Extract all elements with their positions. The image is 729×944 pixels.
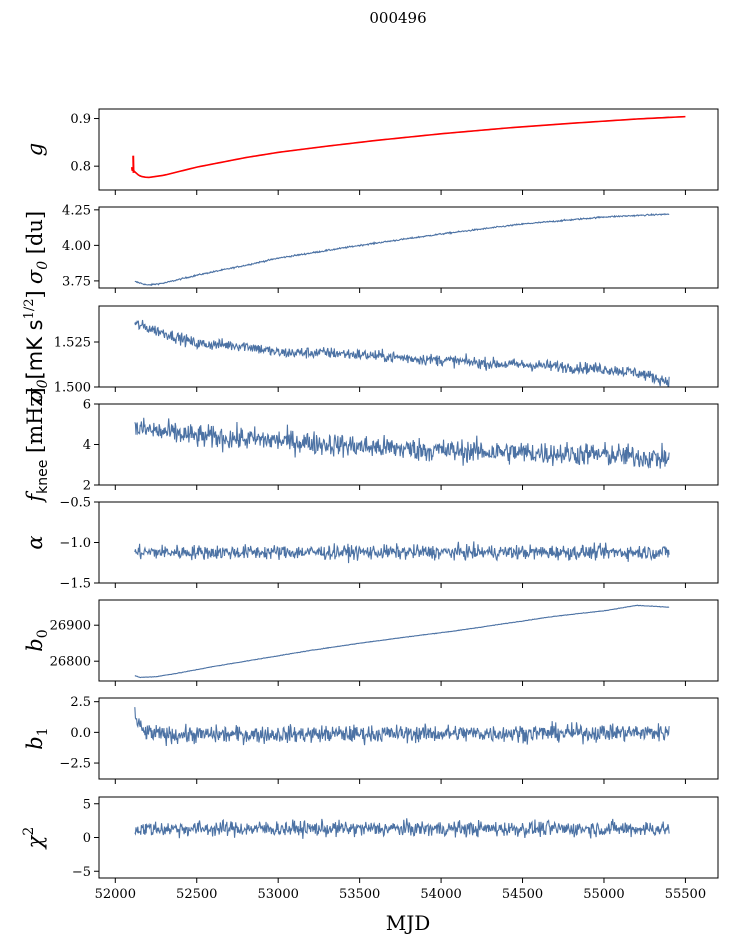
series-line-g_fit [131,115,686,179]
y-tick-label-fknee-0: 2 [83,479,91,494]
svg-text:b1: b1 [23,727,51,749]
y-tick-label-alpha-2: −0.5 [59,496,91,511]
y-tick-label-b1-0: −2.5 [59,757,91,772]
x-tick-label-6: 55000 [583,887,624,902]
y-tick-label-b1-2: 2.5 [70,695,91,710]
series-line-chi2 [134,818,670,839]
y-tick-label-alpha-1: −1.0 [59,536,91,551]
y-axis-label-alpha: α [23,535,47,549]
y-axis-label-sigma0_du: σ0 [du] [23,211,51,284]
axes-frame-alpha [98,501,719,584]
y-tick-label-sigma0_du-2: 4.25 [62,203,91,218]
axes-frame-b0 [98,599,719,682]
svg-text:b0: b0 [23,629,51,651]
y-tick-label-b0-1: 26900 [50,619,91,634]
svg-text:g: g [23,143,47,156]
svg-text:σ0 [du]: σ0 [du] [23,211,51,284]
figure-title: 000496 [369,9,426,27]
svg-text:χ2: χ2 [21,827,47,851]
series-line-alpha [134,541,670,564]
panel-fknee: 2 4 6 fknee [mHz] [23,387,719,504]
y-tick-label-sigma0_mk-1: 1.525 [54,336,91,351]
y-tick-label-sigma0_mk-0: 1.500 [54,381,91,396]
panel-g: 0.8 0.9 g [23,108,719,195]
x-tick-label-0: 52000 [95,887,136,902]
axes-frame-g [98,108,719,191]
y-tick-label-alpha-0: −1.5 [59,577,91,592]
y-axis-label-g: g [23,143,47,156]
axes-frame-sigma0_mk [98,305,719,388]
panel-alpha: −1.5 −1.0 −0.5 α [23,496,719,592]
y-axis-label-chi2: χ2 [21,827,47,851]
svg-text:σ0[mK s1/2]: σ0[mK s1/2] [22,290,51,402]
y-axis-label-fknee: fknee [mHz] [23,387,51,503]
x-tick-label-5: 54500 [502,887,543,902]
axes-frame-chi2 [98,796,719,879]
x-tick-label-1: 52500 [176,887,217,902]
panel-sigma0_du: 3.75 4.00 4.25 σ0 [du] [23,203,719,293]
y-tick-label-sigma0_du-1: 4.00 [62,239,91,254]
svg-text:α: α [23,535,47,549]
series-line-b1 [134,707,670,747]
y-tick-label-g-1: 0.9 [70,112,91,127]
axes-frame-b1 [98,697,719,780]
y-tick-label-fknee-1: 4 [83,438,91,453]
series-line-sigma0_mk [134,319,670,387]
y-tick-label-b0-0: 26800 [50,655,91,670]
y-tick-label-g-0: 0.8 [70,160,91,175]
svg-text:fknee [mHz]: fknee [mHz] [23,387,51,503]
panels: 0.8 0.9 g 3.75 4.00 4.25 σ0 [du] 1.500 1.525σ0[m… [21,108,719,902]
panel-chi2: −5 0 5 52000 52500 53000 53500 54000 54500 55000 5… [21,796,719,902]
x-tick-label-3: 53500 [339,887,380,902]
series-spike-g_fit [130,155,135,173]
y-tick-label-chi2-2: 5 [83,797,91,812]
series-line-b0 [134,604,670,679]
y-tick-label-fknee-2: 6 [83,398,91,413]
x-tick-label-2: 53000 [258,887,299,902]
y-tick-label-chi2-1: 0 [83,831,91,846]
x-tick-label-7: 55500 [665,887,706,902]
series-line-fknee [134,417,670,470]
x-tick-label-4: 54000 [420,887,461,902]
y-axis-label-b1: b1 [23,727,51,749]
series-line-sigma0_du [134,212,670,287]
y-axis-label-sigma0_mk: σ0[mK s1/2] [22,290,51,402]
panel-b1: −2.5 0.0 2.5 b1 [23,695,719,784]
axes-frame-sigma0_du [98,206,719,289]
x-axis-label: MJD [386,911,431,935]
y-tick-label-chi2-0: −5 [72,865,91,880]
y-axis-label-b0: b0 [23,629,51,651]
y-tick-label-sigma0_du-0: 3.75 [62,274,91,289]
y-tick-label-b1-1: 0.0 [70,726,91,741]
series-line-g [132,116,670,178]
